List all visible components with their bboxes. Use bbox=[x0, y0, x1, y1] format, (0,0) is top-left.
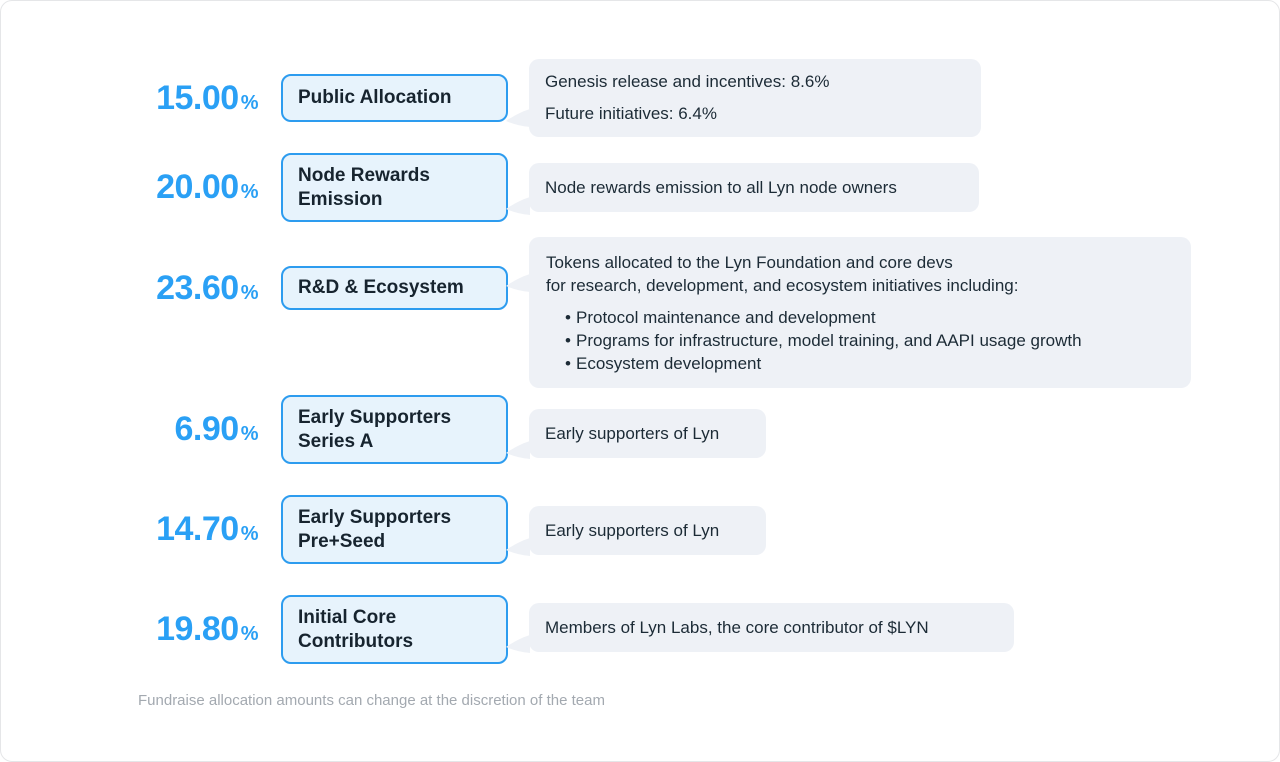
desc-line: Future initiatives: 6.4% bbox=[545, 104, 717, 123]
allocation-desc-series-a: Early supporters of Lyn bbox=[529, 409, 766, 458]
allocation-desc-node-rewards: Node rewards emission to all Lyn node ow… bbox=[529, 163, 979, 212]
bubble-tail-icon bbox=[506, 635, 530, 653]
allocation-percent-pre-seed: 14.70% bbox=[61, 509, 258, 554]
desc-line: Genesis release and incentives: 8.6% bbox=[545, 72, 830, 91]
bullet-text: Protocol maintenance and development bbox=[576, 308, 876, 327]
allocation-label-public: Public Allocation bbox=[281, 74, 508, 122]
allocation-label-pre-seed: Early Supporters Pre+Seed bbox=[281, 495, 508, 564]
bubble-tail-icon bbox=[506, 109, 530, 127]
bubble-tail-icon bbox=[506, 197, 530, 215]
desc-line: Early supporters of Lyn bbox=[545, 423, 720, 443]
desc-line: Node rewards emission to all Lyn node ow… bbox=[545, 177, 897, 197]
allocation-desc-public: Genesis release and incentives: 8.6% Fut… bbox=[529, 59, 981, 137]
label-line: Emission bbox=[298, 188, 383, 210]
allocation-percent-public: 15.00% bbox=[61, 78, 258, 123]
allocation-label-rnd: R&D & Ecosystem bbox=[281, 266, 508, 310]
allocation-percent-core-contributors: 19.80% bbox=[61, 609, 258, 654]
allocation-desc-rnd: Tokens allocated to the Lyn Foundation a… bbox=[529, 237, 1191, 388]
label-line: Node Rewards bbox=[298, 164, 430, 186]
allocation-label-node-rewards: Node Rewards Emission bbox=[281, 153, 508, 222]
footnote: Fundraise allocation amounts can change … bbox=[138, 692, 605, 709]
percent-value: 20.00 bbox=[156, 168, 239, 206]
label-line: Early Supporters bbox=[298, 506, 452, 528]
allocation-percent-rnd: 23.60% bbox=[61, 268, 258, 313]
label-line: R&D & Ecosystem bbox=[298, 277, 464, 298]
desc-intro-line: Tokens allocated to the Lyn Foundation a… bbox=[546, 253, 953, 272]
percent-unit: % bbox=[240, 92, 259, 114]
bullet-text: Ecosystem development bbox=[576, 354, 762, 373]
percent-value: 14.70 bbox=[156, 510, 239, 548]
allocation-label-series-a: Early Supporters Series A bbox=[281, 395, 508, 464]
desc-bullet-item: • Programs for infrastructure, model trai… bbox=[546, 329, 1171, 352]
allocation-label-core-contributors: Initial Core Contributors bbox=[281, 595, 508, 664]
allocation-percent-node-rewards: 20.00% bbox=[61, 167, 258, 212]
percent-unit: % bbox=[240, 623, 259, 645]
percent-unit: % bbox=[240, 181, 259, 203]
desc-bullet-item: • Protocol maintenance and development bbox=[546, 306, 1171, 329]
allocation-desc-pre-seed: Early supporters of Lyn bbox=[529, 506, 766, 555]
label-line: Public Allocation bbox=[298, 87, 452, 108]
bubble-tail-icon bbox=[506, 538, 530, 556]
percent-value: 15.00 bbox=[156, 79, 239, 117]
bullet-icon: • bbox=[565, 308, 571, 327]
bubble-tail-icon bbox=[506, 441, 530, 459]
percent-unit: % bbox=[240, 282, 259, 304]
label-line: Series A bbox=[298, 430, 374, 452]
desc-bullet-list: • Protocol maintenance and development • P… bbox=[546, 306, 1171, 375]
desc-line: Members of Lyn Labs, the core contributo… bbox=[545, 617, 929, 637]
label-line: Contributors bbox=[298, 630, 414, 652]
desc-bullet-item: • Ecosystem development bbox=[546, 352, 1171, 375]
label-line: Initial Core bbox=[298, 606, 397, 628]
label-line: Early Supporters bbox=[298, 406, 452, 428]
percent-value: 6.90 bbox=[174, 410, 240, 448]
bullet-icon: • bbox=[565, 354, 571, 373]
percent-value: 19.80 bbox=[156, 610, 239, 648]
percent-unit: % bbox=[240, 523, 259, 545]
bullet-text: Programs for infrastructure, model train… bbox=[576, 331, 1082, 350]
percent-unit: % bbox=[240, 423, 259, 445]
bubble-tail-icon bbox=[506, 274, 530, 292]
label-line: Pre+Seed bbox=[298, 530, 386, 552]
allocation-desc-core-contributors: Members of Lyn Labs, the core contributo… bbox=[529, 603, 1014, 652]
desc-intro-line: for research, development, and ecosystem… bbox=[546, 276, 1019, 295]
bullet-icon: • bbox=[565, 331, 571, 350]
percent-value: 23.60 bbox=[156, 269, 239, 307]
desc-line: Early supporters of Lyn bbox=[545, 520, 720, 540]
allocation-percent-series-a: 6.90% bbox=[61, 409, 259, 454]
